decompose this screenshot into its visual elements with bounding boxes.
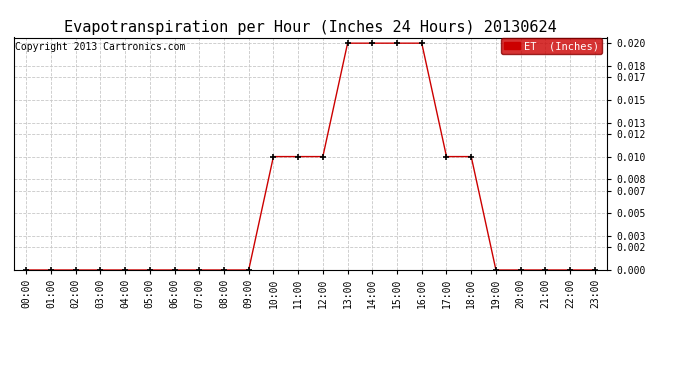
Legend: ET  (Inches): ET (Inches) — [501, 38, 602, 54]
Text: Copyright 2013 Cartronics.com: Copyright 2013 Cartronics.com — [15, 42, 186, 52]
Title: Evapotranspiration per Hour (Inches 24 Hours) 20130624: Evapotranspiration per Hour (Inches 24 H… — [64, 20, 557, 35]
